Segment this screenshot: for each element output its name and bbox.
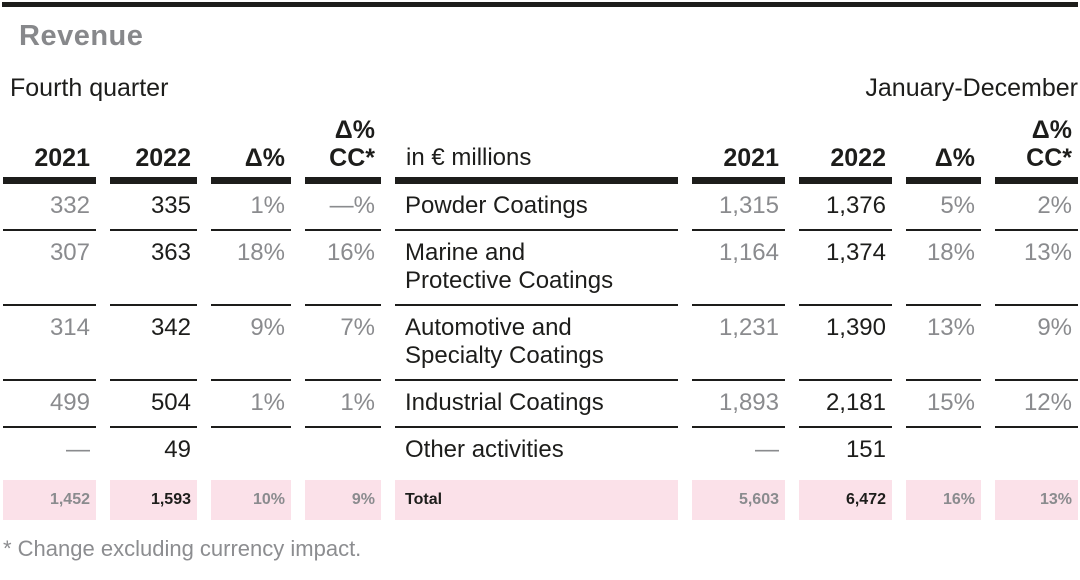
segment-label: Marine and Protective Coatings [395,229,678,304]
q4-2022-value: 504 [110,379,197,426]
fy-delta-total: 16% [906,480,981,520]
q4-delta-value [211,426,291,477]
fy-delta-cc-value: 9% [995,304,1078,379]
q4-delta-cc-value: —% [305,182,381,229]
q4-2022-value: 335 [110,182,197,229]
col-header-fy-delta: Δ% [906,116,981,182]
fy-2022-value: 151 [799,426,892,477]
top-rule [2,2,1078,7]
row-marine-protective-coatings: 307 363 18% 16% Marine and Protective Co… [3,229,1078,304]
fy-delta-value: 15% [906,379,981,426]
fy-delta-cc-value: 12% [995,379,1078,426]
fy-delta-cc-value: 2% [995,182,1078,229]
q4-2021-value: 314 [3,304,96,379]
fy-delta-value: 18% [906,229,981,304]
row-powder-coatings: 332 335 1% —% Powder Coatings 1,315 1,37… [3,182,1078,229]
q4-delta-cc-value [305,426,381,477]
q4-delta-cc-value: 7% [305,304,381,379]
revenue-table: 2021 2022 Δ% Δ% CC* in € millions 2021 2… [3,116,1078,520]
segment-label: Automotive and Specialty Coatings [395,304,678,379]
row-other-activities: — 49 Other activities — 151 [3,426,1078,477]
fy-2022-total: 6,472 [799,480,892,520]
segment-label: Powder Coatings [395,182,678,229]
fy-2021-value: 1,231 [692,304,785,379]
fy-delta-value [906,426,981,477]
q4-delta-value: 1% [211,379,291,426]
row-automotive-specialty-coatings: 314 342 9% 7% Automotive and Specialty C… [3,304,1078,379]
col-header-q4-2021: 2021 [3,116,96,182]
fy-delta-value: 13% [906,304,981,379]
col-header-fy-2021: 2021 [692,116,785,182]
total-label: Total [395,480,678,520]
fy-delta-cc-value: 13% [995,229,1078,304]
q4-delta-cc-value: 16% [305,229,381,304]
q4-2021-value: 332 [3,182,96,229]
period-row: Fourth quarter January-December [10,74,1078,102]
table-header-row: 2021 2022 Δ% Δ% CC* in € millions 2021 2… [3,116,1078,182]
q4-2022-value: 49 [110,426,197,477]
period-year-label: January-December [865,74,1078,102]
q4-2021-value: — [3,426,96,477]
fy-2022-value: 2,181 [799,379,892,426]
fy-2021-value: 1,315 [692,182,785,229]
col-header-fy-2022: 2022 [799,116,892,182]
col-header-fy-delta-cc: Δ% CC* [995,116,1078,182]
fy-2022-value: 1,390 [799,304,892,379]
unit-label: in € millions [395,116,678,182]
q4-delta-value: 18% [211,229,291,304]
row-total: 1,452 1,593 10% 9% Total 5,603 6,472 16%… [3,480,1078,520]
q4-2022-value: 342 [110,304,197,379]
q4-2021-value: 499 [3,379,96,426]
q4-delta-cc-value: 1% [305,379,381,426]
footnote: * Change excluding currency impact. [3,536,362,561]
q4-2021-total: 1,452 [3,480,96,520]
page-title: Revenue [19,20,144,52]
fy-delta-value: 5% [906,182,981,229]
fy-2021-value: 1,893 [692,379,785,426]
fy-2021-value: 1,164 [692,229,785,304]
fy-2021-value: — [692,426,785,477]
q4-delta-value: 9% [211,304,291,379]
fy-delta-cc-value [995,426,1078,477]
segment-label: Other activities [395,426,678,477]
row-industrial-coatings: 499 504 1% 1% Industrial Coatings 1,893 … [3,379,1078,426]
q4-delta-total: 10% [211,480,291,520]
col-header-q4-delta-cc: Δ% CC* [305,116,381,182]
q4-2022-total: 1,593 [110,480,197,520]
q4-delta-value: 1% [211,182,291,229]
fy-2022-value: 1,376 [799,182,892,229]
segment-label: Industrial Coatings [395,379,678,426]
q4-delta-cc-total: 9% [305,480,381,520]
period-quarter-label: Fourth quarter [10,74,169,102]
fy-delta-cc-total: 13% [995,480,1078,520]
q4-2021-value: 307 [3,229,96,304]
fy-2022-value: 1,374 [799,229,892,304]
col-header-q4-2022: 2022 [110,116,197,182]
fy-2021-total: 5,603 [692,480,785,520]
col-header-q4-delta: Δ% [211,116,291,182]
q4-2022-value: 363 [110,229,197,304]
